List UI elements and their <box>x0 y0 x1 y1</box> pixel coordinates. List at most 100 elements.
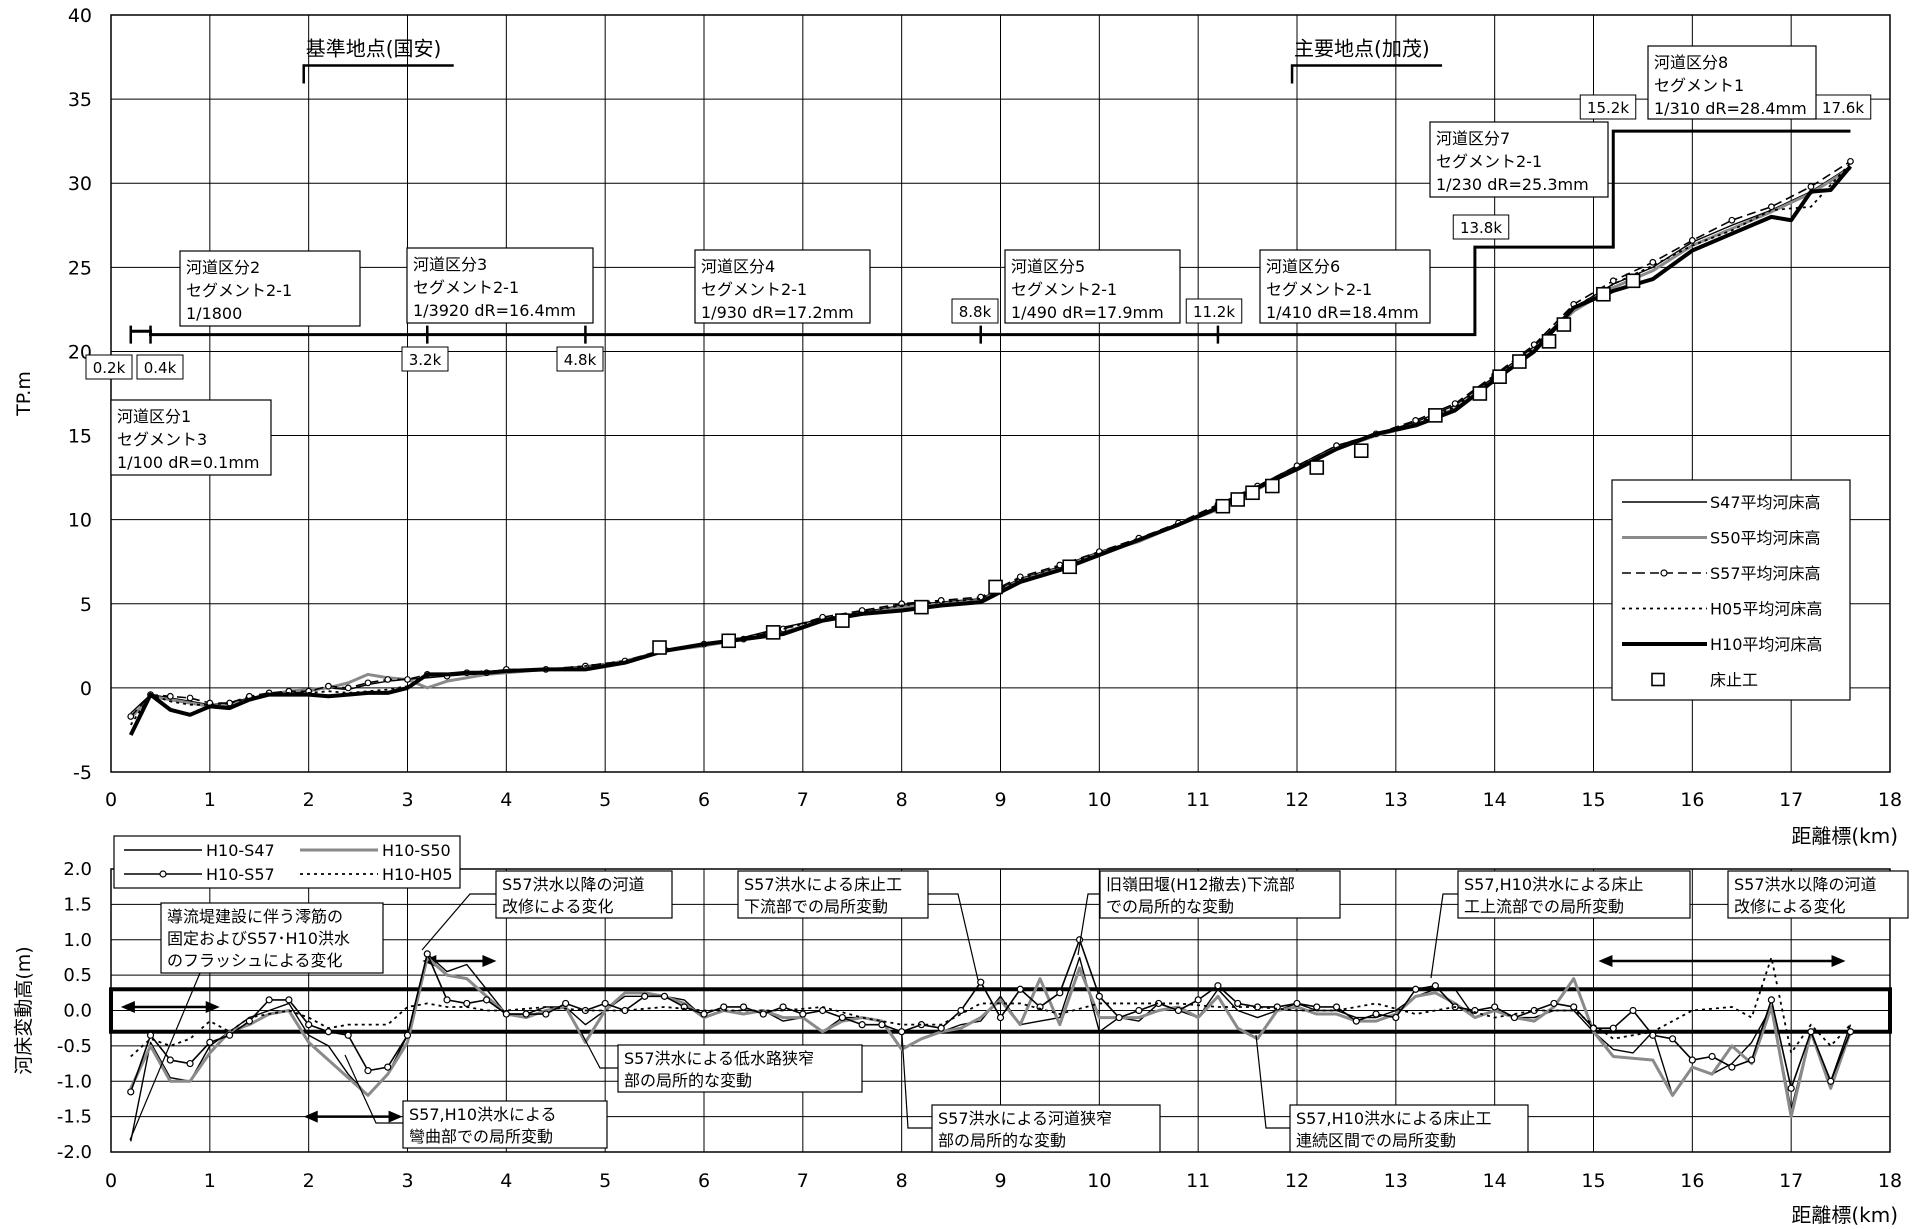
series-marker <box>1708 1052 1716 1061</box>
annotation-text: のフラッシュによる変化 <box>167 951 343 970</box>
river-section-text: 1/1800 <box>186 304 242 323</box>
river-section-text: 河道区分3 <box>413 255 487 274</box>
annotation-box <box>1457 870 1691 919</box>
y-tick-label: 15 <box>68 426 92 448</box>
series-marker <box>542 1010 550 1018</box>
annotation-leader <box>928 893 979 981</box>
annotation-box <box>402 1100 608 1149</box>
bed-sill-marker <box>1556 317 1572 332</box>
bed-sill-marker <box>1596 286 1611 302</box>
bed-sill-marker <box>652 640 667 655</box>
y-tick-label: 0.0 <box>63 1001 92 1022</box>
legend-label: H10-S47 <box>206 841 275 860</box>
y-tick-label: -5 <box>73 762 92 784</box>
x-tick-label: 9 <box>994 789 1006 811</box>
km-label-box <box>136 354 184 380</box>
series-marker <box>1629 1006 1637 1015</box>
river-section-text: セグメント1 <box>1654 76 1744 95</box>
series-line <box>130 160 1851 718</box>
series-marker <box>1491 1003 1499 1011</box>
x-tick-label: 7 <box>797 789 809 811</box>
legend-marker <box>1660 569 1668 577</box>
series-marker <box>1846 1028 1855 1036</box>
top-longitudinal-profile-chart: 0 1 2 3 4 5 6 7 8 9 10 11 12 13 14 15 16 17 18-50510152025… <box>13 5 1902 848</box>
river-section-text: 1/930 dR=17.2mm <box>701 303 854 322</box>
y-tick-label: 40 <box>68 5 92 27</box>
series-line <box>130 956 1852 1058</box>
km-label-box <box>1185 298 1243 324</box>
annotation-text: での局所的な変動 <box>1106 897 1234 916</box>
annotation-box <box>495 870 673 919</box>
river-section-text: セグメント2-1 <box>413 278 519 297</box>
x-axis-label: 距離標(km) <box>1791 1203 1898 1227</box>
bed-sill-marker <box>1492 369 1507 384</box>
series-marker <box>285 996 293 1004</box>
series-marker <box>720 1003 728 1011</box>
river-section-text: 河道区分8 <box>1654 53 1728 72</box>
river-section-text: 河道区分1 <box>117 407 191 426</box>
annotation-leader <box>901 1034 932 1129</box>
river-section-text: 河道区分7 <box>1436 129 1510 148</box>
series-marker <box>1609 1024 1617 1032</box>
x-tick-label: 15 <box>1581 789 1605 811</box>
x-tick-label: 8 <box>896 1170 908 1192</box>
legend-label: S47平均河床高 <box>1710 493 1821 512</box>
series-marker <box>1728 1063 1736 1071</box>
series-marker <box>996 1013 1005 1022</box>
x-tick-label: 0 <box>105 789 117 811</box>
series-marker <box>265 996 273 1004</box>
km-label-box <box>1452 214 1510 240</box>
series-marker <box>1095 992 1103 1000</box>
legend-label: H05平均河床高 <box>1710 600 1822 619</box>
annotation-text: 導流堤建設に伴う澪筋の <box>167 907 343 926</box>
series-marker <box>1135 1006 1143 1015</box>
river-section-text: セグメント2-1 <box>1266 280 1372 299</box>
x-tick-label: 6 <box>698 1170 710 1192</box>
series-marker <box>700 1010 708 1018</box>
series-marker <box>1609 277 1617 285</box>
y-tick-label: -0.5 <box>57 1036 92 1057</box>
river-section-text: セグメント2-1 <box>1436 152 1542 171</box>
x-tick-label: 13 <box>1384 1170 1408 1192</box>
annotation-text: S57洪水以降の河道 <box>502 875 645 894</box>
river-section-box <box>1004 249 1181 324</box>
x-tick-label: 5 <box>599 1170 611 1192</box>
km-label: 13.8k <box>1460 219 1502 237</box>
x-tick-label: 0 <box>105 1170 117 1192</box>
range-arrow-head <box>388 1110 403 1123</box>
range-arrow-head <box>120 1000 135 1013</box>
legend-label: S57平均河床高 <box>1710 564 1821 583</box>
series-marker <box>1787 1084 1795 1092</box>
river-section-text: セグメント3 <box>117 430 207 449</box>
km-label: 4.8k <box>564 351 597 369</box>
annotation-text: 下流部での局所変動 <box>744 897 888 916</box>
annotation-leader <box>344 1054 403 1124</box>
bed-sill-marker <box>1062 559 1077 575</box>
series-marker <box>838 1013 846 1022</box>
bed-sill-marker <box>1353 443 1369 458</box>
series-marker <box>601 999 609 1008</box>
series-marker <box>562 999 570 1008</box>
x-tick-label: 4 <box>500 789 512 811</box>
bed-sill-marker <box>914 599 929 615</box>
series-marker <box>186 1059 194 1068</box>
bed-sill-marker <box>1472 386 1488 401</box>
river-section-box <box>406 247 594 324</box>
annotation-leader <box>579 1029 618 1069</box>
series-marker <box>1392 1013 1400 1022</box>
x-tick-label: 10 <box>1087 789 1111 811</box>
series-marker <box>898 1028 906 1036</box>
series-marker <box>423 950 431 958</box>
series-marker <box>1056 989 1064 997</box>
river-section-text: 河道区分2 <box>186 258 260 277</box>
series-marker <box>344 1031 352 1039</box>
x-tick-label: 17 <box>1779 1170 1803 1192</box>
series-marker <box>1174 1006 1183 1015</box>
series-marker <box>305 1021 313 1029</box>
y-axis-label: 河床変動高(m) <box>13 946 35 1074</box>
y-tick-label: -1.0 <box>57 1071 92 1092</box>
series-marker <box>245 1017 253 1025</box>
river-section-box <box>1647 45 1817 120</box>
y-tick-label: -1.5 <box>57 1107 92 1128</box>
x-tick-label: 18 <box>1878 789 1902 811</box>
